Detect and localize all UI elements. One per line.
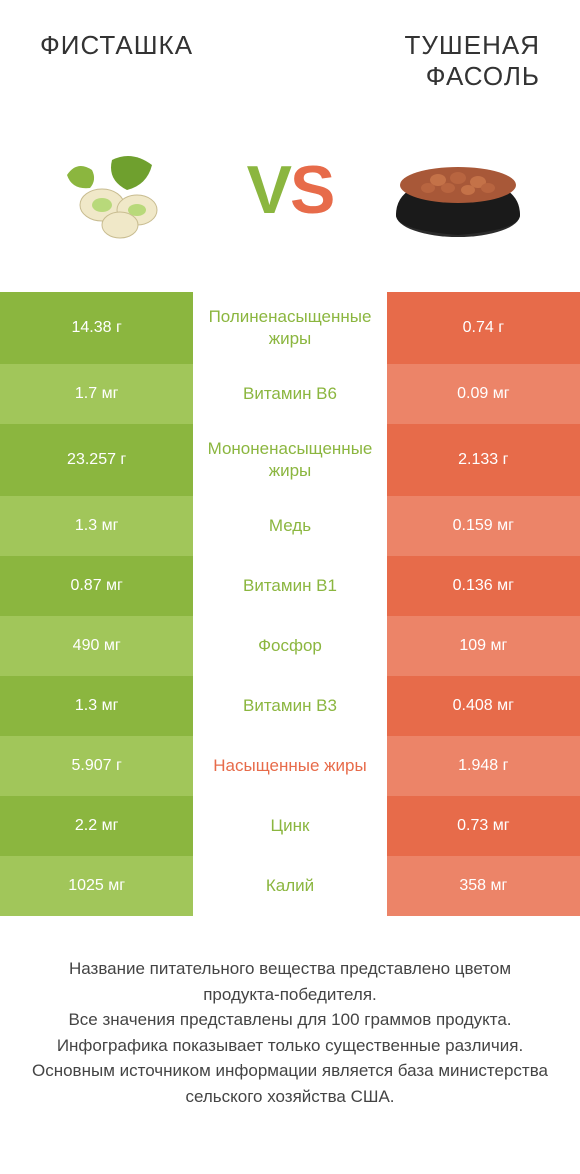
nutrient-label-cell: Фосфор	[193, 616, 386, 676]
right-value-cell: 0.73 мг	[387, 796, 580, 856]
left-value-cell: 1.3 мг	[0, 676, 193, 736]
nutrient-label-cell: Калий	[193, 856, 386, 916]
table-row: 490 мгФосфор109 мг	[0, 616, 580, 676]
left-value-cell: 1.7 мг	[0, 364, 193, 424]
right-value-cell: 1.948 г	[387, 736, 580, 796]
right-value-cell: 0.408 мг	[387, 676, 580, 736]
table-row: 1025 мгКалий358 мг	[0, 856, 580, 916]
pistachio-image	[42, 130, 202, 250]
beans-image	[378, 130, 538, 250]
right-value-cell: 0.74 г	[387, 292, 580, 364]
footer-line: Основным источником информации является …	[30, 1058, 550, 1109]
left-product-title: ФИСТАШКА	[40, 30, 193, 61]
right-value-cell: 0.136 мг	[387, 556, 580, 616]
left-value-cell: 14.38 г	[0, 292, 193, 364]
table-row: 1.7 мгВитамин B60.09 мг	[0, 364, 580, 424]
left-value-cell: 5.907 г	[0, 736, 193, 796]
right-value-cell: 2.133 г	[387, 424, 580, 496]
table-row: 2.2 мгЦинк0.73 мг	[0, 796, 580, 856]
nutrient-label-cell: Витамин B1	[193, 556, 386, 616]
table-row: 14.38 гПолиненасыщенные жиры0.74 г	[0, 292, 580, 364]
vs-label: VS	[247, 151, 334, 229]
table-row: 5.907 гНасыщенные жиры1.948 г	[0, 736, 580, 796]
nutrient-label-cell: Мононенасыщенные жиры	[193, 424, 386, 496]
right-product-title: ТУШЕНАЯ ФАСОЛЬ	[340, 30, 540, 92]
nutrient-label-cell: Медь	[193, 496, 386, 556]
left-value-cell: 2.2 мг	[0, 796, 193, 856]
table-row: 0.87 мгВитамин B10.136 мг	[0, 556, 580, 616]
right-value-cell: 109 мг	[387, 616, 580, 676]
nutrient-label-cell: Витамин B3	[193, 676, 386, 736]
table-row: 23.257 гМононенасыщенные жиры2.133 г	[0, 424, 580, 496]
right-value-cell: 0.09 мг	[387, 364, 580, 424]
nutrient-label-cell: Полиненасыщенные жиры	[193, 292, 386, 364]
header: ФИСТАШКА ТУШЕНАЯ ФАСОЛЬ	[0, 0, 580, 102]
table-row: 1.3 мгВитамин B30.408 мг	[0, 676, 580, 736]
left-value-cell: 1.3 мг	[0, 496, 193, 556]
nutrient-label-cell: Цинк	[193, 796, 386, 856]
footer-line: Название питательного вещества представл…	[30, 956, 550, 1007]
nutrient-label-cell: Витамин B6	[193, 364, 386, 424]
left-value-cell: 0.87 мг	[0, 556, 193, 616]
footer-line: Инфографика показывает только существенн…	[30, 1033, 550, 1059]
left-value-cell: 490 мг	[0, 616, 193, 676]
images-row: VS	[0, 102, 580, 292]
left-value-cell: 23.257 г	[0, 424, 193, 496]
table-row: 1.3 мгМедь0.159 мг	[0, 496, 580, 556]
nutrient-label-cell: Насыщенные жиры	[193, 736, 386, 796]
vs-v-letter: V	[247, 152, 290, 228]
footer-notes: Название питательного вещества представл…	[0, 916, 580, 1129]
right-value-cell: 358 мг	[387, 856, 580, 916]
vs-s-letter: S	[290, 152, 333, 228]
left-value-cell: 1025 мг	[0, 856, 193, 916]
comparison-table: 14.38 гПолиненасыщенные жиры0.74 г1.7 мг…	[0, 292, 580, 916]
right-value-cell: 0.159 мг	[387, 496, 580, 556]
footer-line: Все значения представлены для 100 граммо…	[30, 1007, 550, 1033]
